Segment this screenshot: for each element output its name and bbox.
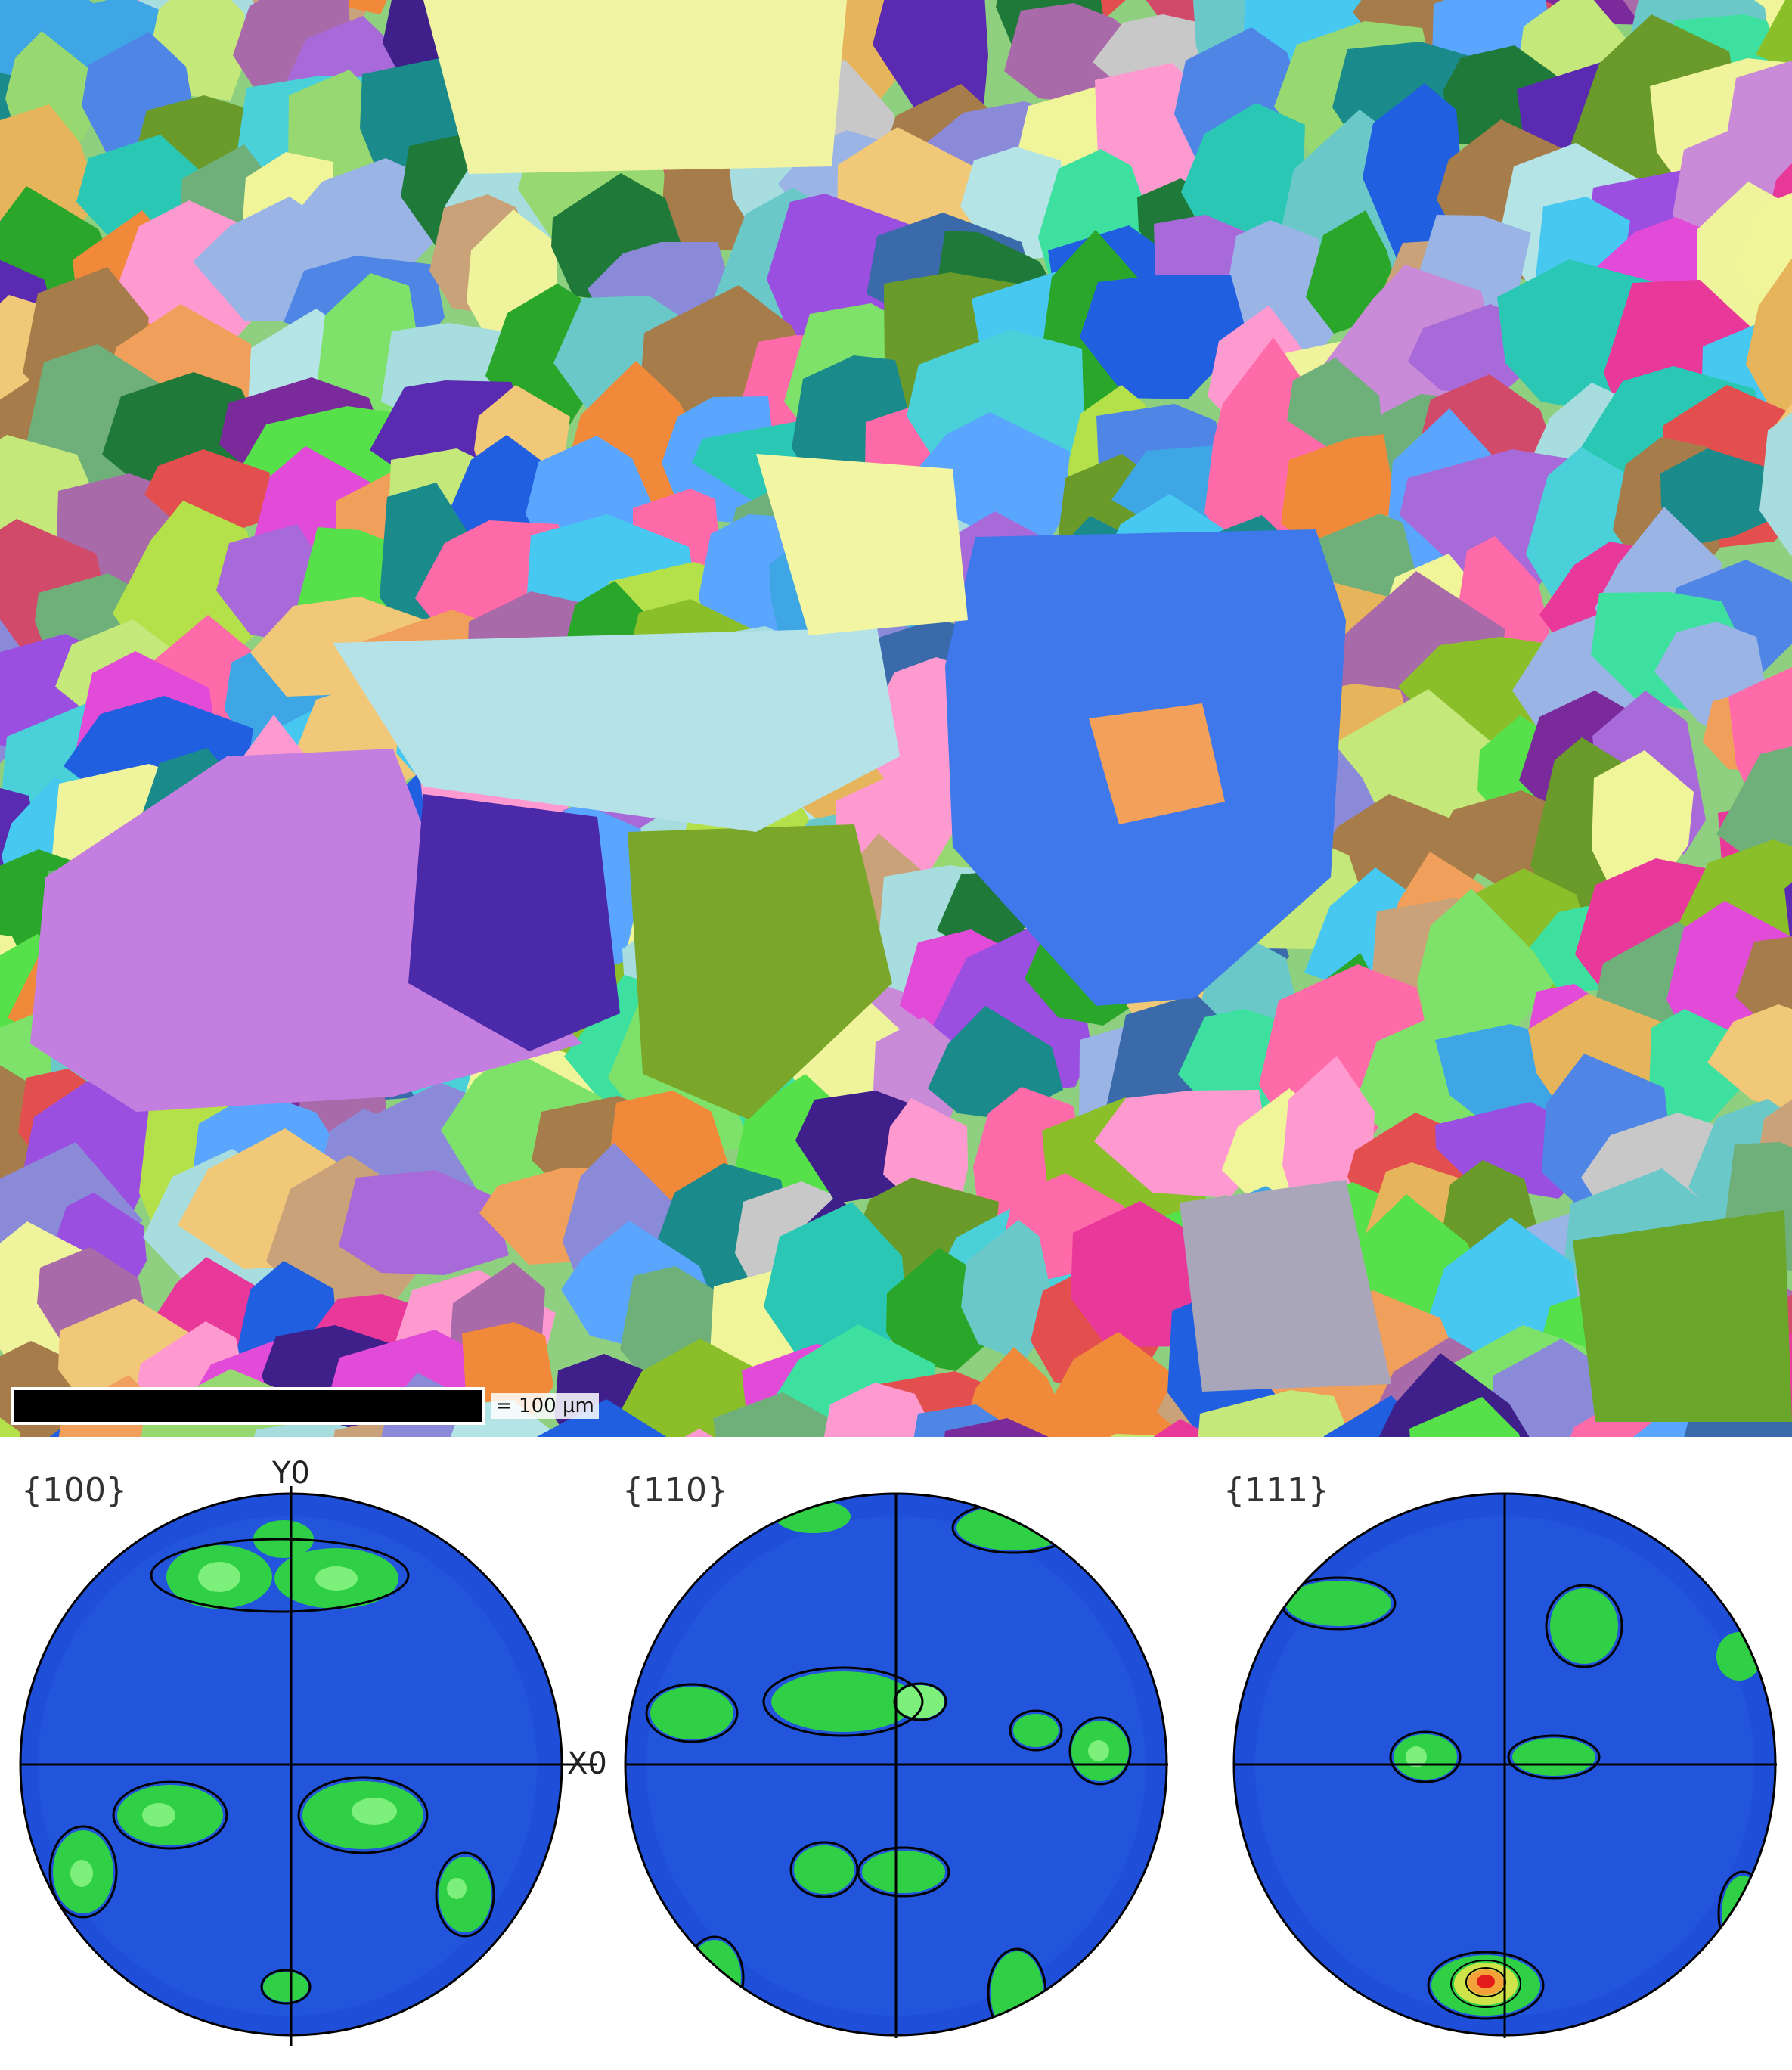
grain [944,1418,1049,1437]
pole-figure-111-plot [1232,1492,1777,2038]
grain [0,1417,20,1437]
grain [1031,1332,1195,1437]
grain [1409,1397,1521,1437]
grain [1660,448,1792,547]
y-axis-label: Y0 [272,1456,310,1491]
grain [536,1399,667,1437]
grain [1417,889,1554,1050]
grain [1649,1009,1744,1141]
grain [1089,703,1225,824]
grain [873,0,988,109]
grain [339,1170,509,1275]
pole-figure-111: {111} [1202,1441,1792,2070]
pole-figure-110-plot [624,1492,1168,2038]
grain [713,1392,839,1437]
grain [1707,1004,1792,1112]
grain [961,1220,1056,1362]
grain [684,1429,714,1437]
scale-bar [11,1387,485,1425]
ebsd-orientation-map [0,0,1792,1437]
grain [1756,0,1792,71]
grain [628,824,892,1119]
pole-figure-100: {100} Y0 [0,1441,597,2070]
pole-figure-111-label: {111} [1223,1471,1329,1510]
scale-bar-group: = 100 µm [11,1387,599,1425]
grain [756,454,968,635]
grain [1080,275,1248,399]
grain [1153,1419,1214,1437]
pole-figure-100-plot [19,1486,597,2046]
pole-figure-110-label: {110} [622,1471,728,1510]
grain [1429,1218,1580,1367]
grain [1759,412,1792,556]
grain [30,749,582,1112]
grain [764,1202,908,1366]
grain-map-image [0,0,1792,1437]
pole-figure-110: {110} X0 [567,1441,1198,2070]
grain [1573,1210,1792,1422]
grain [1181,103,1305,238]
grain [1180,1180,1391,1392]
grain [1746,258,1792,423]
grain [1198,1390,1350,1437]
grain [333,628,900,832]
grain [620,1339,752,1437]
grain [1592,750,1694,893]
x-axis-label: X0 [567,1746,607,1781]
scale-bar-label: = 100 µm [491,1393,599,1419]
grain [423,0,847,174]
grain [1784,882,1792,941]
grain [408,794,620,1051]
grain [823,1383,938,1437]
pole-figure-100-label: {100} [21,1471,127,1510]
grain [883,1098,968,1203]
